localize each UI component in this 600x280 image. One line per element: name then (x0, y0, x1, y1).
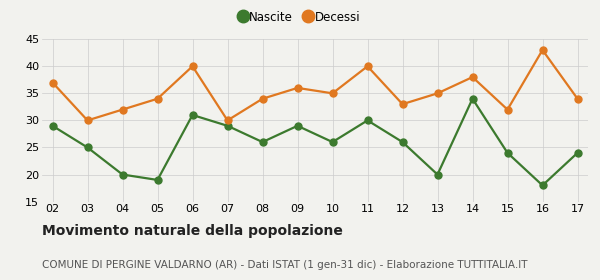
Legend: Nascite, Decessi: Nascite, Decessi (235, 6, 365, 28)
Text: Movimento naturale della popolazione: Movimento naturale della popolazione (42, 224, 343, 238)
Text: COMUNE DI PERGINE VALDARNO (AR) - Dati ISTAT (1 gen-31 dic) - Elaborazione TUTTI: COMUNE DI PERGINE VALDARNO (AR) - Dati I… (42, 260, 527, 270)
